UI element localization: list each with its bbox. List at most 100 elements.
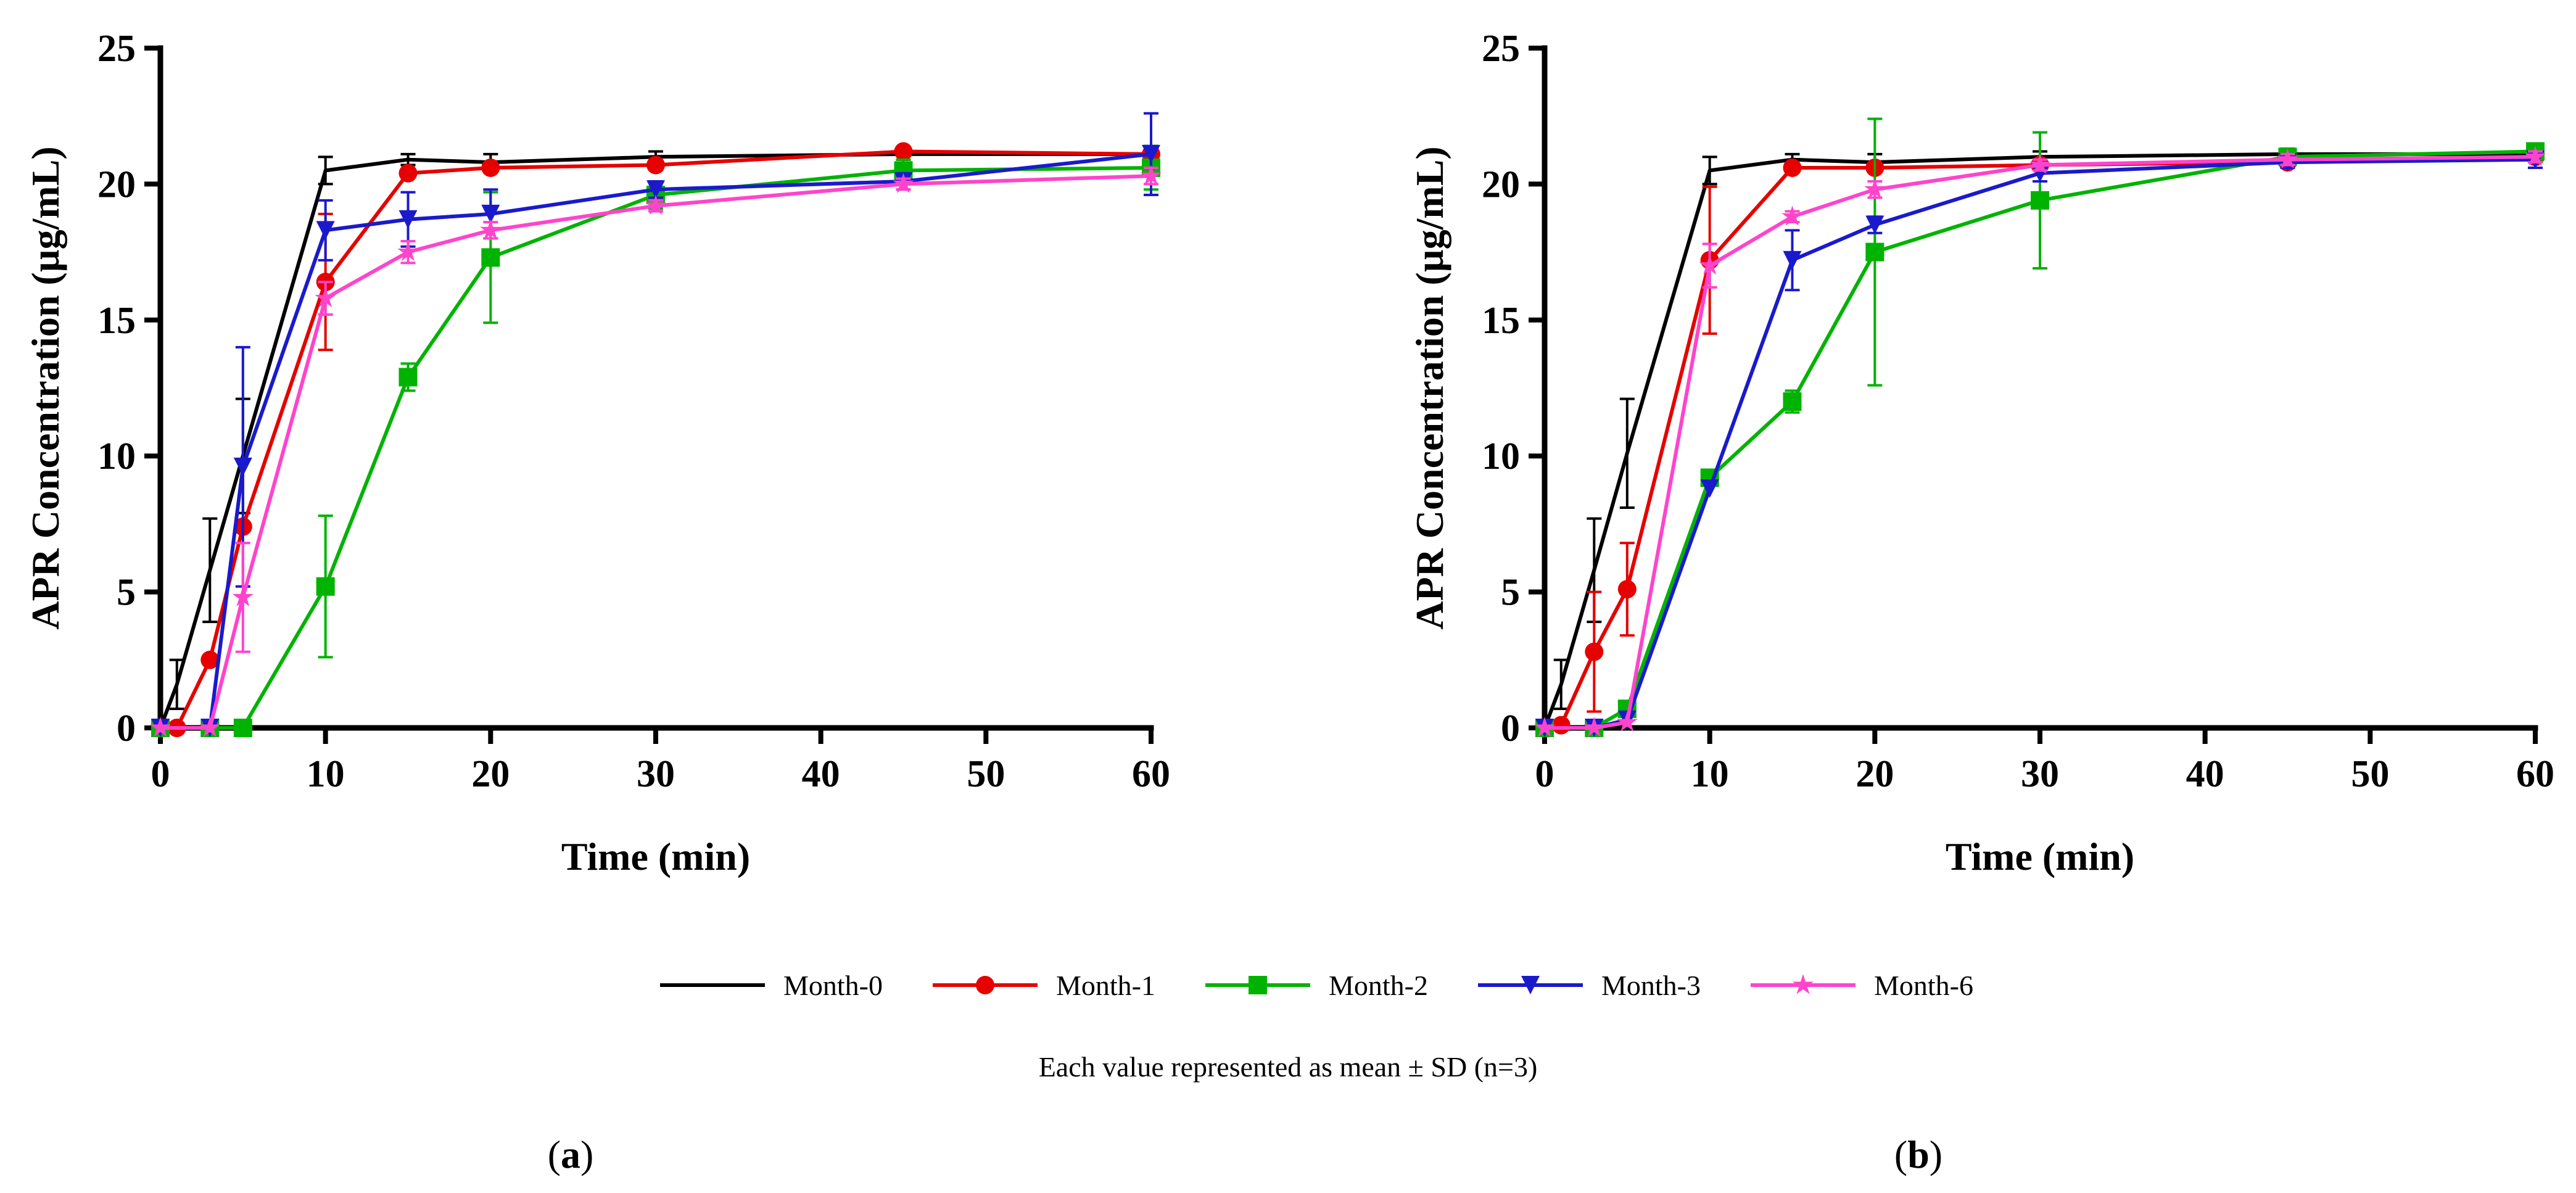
data-point <box>893 173 914 193</box>
series-month-1 <box>151 142 1160 737</box>
x-axis-title: Time (min) <box>1946 835 2134 878</box>
data-point <box>1864 178 1886 199</box>
data-point <box>646 180 665 199</box>
data-point <box>1534 717 1556 737</box>
y-tick-label: 5 <box>117 572 136 614</box>
series-month-2 <box>151 144 1160 737</box>
data-point <box>199 717 221 737</box>
data-point <box>1551 716 1571 735</box>
series-month-0 <box>159 144 1158 729</box>
legend: Month-0 Month-1 Month-2 Month-3 Month-6 <box>660 970 1973 1001</box>
legend-label: Month-0 <box>783 970 883 1001</box>
legend-marker <box>1792 974 1814 994</box>
legend-item-month-6: Month-6 <box>1751 970 1973 1001</box>
data-point <box>1616 711 1638 732</box>
data-point <box>1700 479 1719 498</box>
data-point <box>1783 392 1802 411</box>
legend-item-month-3: Month-3 <box>1478 970 1701 1001</box>
y-tick-label: 20 <box>1482 163 1520 205</box>
data-point <box>398 368 418 387</box>
data-point <box>1783 158 1802 177</box>
footnote: Each value represented as mean ± SD (n=3… <box>1039 1051 1538 1083</box>
y-tick-label: 25 <box>1482 28 1520 70</box>
data-point <box>316 221 335 240</box>
data-point <box>1140 165 1162 185</box>
legend-label: Month-1 <box>1056 970 1155 1001</box>
legend-marker <box>1249 976 1267 994</box>
data-point <box>2277 148 2298 169</box>
legend-marker <box>976 976 994 994</box>
data-point <box>232 586 254 606</box>
x-tick-label: 30 <box>637 753 675 795</box>
x-tick-label: 10 <box>1691 753 1729 795</box>
data-point <box>1865 215 1885 234</box>
data-point <box>481 204 500 223</box>
y-tick-label: 25 <box>97 28 136 70</box>
data-point <box>316 577 335 596</box>
x-tick-label: 50 <box>2351 753 2389 795</box>
data-point <box>1781 205 1803 226</box>
series-line <box>160 152 1152 730</box>
series-month-0 <box>1543 144 2543 729</box>
x-tick-label: 20 <box>471 753 510 795</box>
data-point <box>646 155 665 175</box>
x-tick-label: 50 <box>967 753 1005 795</box>
series-line <box>160 174 1152 730</box>
series-line <box>1543 152 2535 729</box>
data-point <box>1783 250 1802 270</box>
series-line <box>160 149 1152 730</box>
data-point <box>149 717 171 737</box>
data-point <box>2031 191 2049 210</box>
legend-label: Month-2 <box>1329 970 1428 1001</box>
series-month-6 <box>149 165 1162 737</box>
series-month-6 <box>1534 146 2546 737</box>
legend-item-month-1: Month-1 <box>933 970 1155 1001</box>
data-point <box>233 719 252 737</box>
data-point <box>398 163 418 183</box>
data-point <box>1865 242 1885 262</box>
y-tick-label: 20 <box>97 163 136 205</box>
x-tick-label: 10 <box>307 753 345 795</box>
data-point <box>315 287 336 308</box>
data-point <box>645 194 667 215</box>
y-tick-label: 0 <box>1501 708 1520 749</box>
data-point <box>1617 580 1637 599</box>
y-axis-title: APR Concentration (µg/mL) <box>23 146 67 629</box>
data-point <box>481 158 500 177</box>
legend-label: Month-3 <box>1601 970 1701 1001</box>
panel-label: (a) <box>548 1133 594 1176</box>
legend-marker <box>1521 976 1540 994</box>
legend-item-month-0: Month-0 <box>660 970 883 1001</box>
x-tick-label: 20 <box>1856 753 1894 795</box>
data-point <box>894 142 913 161</box>
y-tick-label: 15 <box>97 300 136 342</box>
x-tick-label: 60 <box>2516 753 2554 795</box>
x-tick-label: 40 <box>802 753 840 795</box>
y-tick-label: 15 <box>1482 300 1520 342</box>
y-tick-label: 0 <box>117 708 136 749</box>
data-point <box>397 241 419 262</box>
data-point <box>2524 146 2546 166</box>
data-point <box>1142 144 1160 163</box>
data-point <box>1699 254 1720 275</box>
data-point <box>233 457 252 476</box>
y-tick-label: 10 <box>97 436 136 477</box>
x-axis-title: Time (min) <box>561 835 750 878</box>
data-point <box>1583 717 1605 737</box>
x-tick-label: 0 <box>151 753 170 795</box>
data-point <box>480 219 502 239</box>
x-tick-label: 60 <box>1132 753 1170 795</box>
x-tick-label: 40 <box>2186 753 2224 795</box>
series-month-2 <box>1535 117 2545 737</box>
data-point <box>398 210 418 229</box>
series-line <box>160 166 1152 730</box>
y-axis-title: APR Concentration (µg/mL) <box>1408 146 1451 629</box>
x-tick-label: 30 <box>2021 753 2059 795</box>
data-point <box>2029 154 2051 175</box>
y-tick-label: 10 <box>1482 436 1520 477</box>
legend-item-month-2: Month-2 <box>1205 970 1428 1001</box>
series-line <box>159 152 1151 729</box>
legend-label: Month-6 <box>1874 970 1973 1001</box>
data-point <box>1585 642 1604 661</box>
